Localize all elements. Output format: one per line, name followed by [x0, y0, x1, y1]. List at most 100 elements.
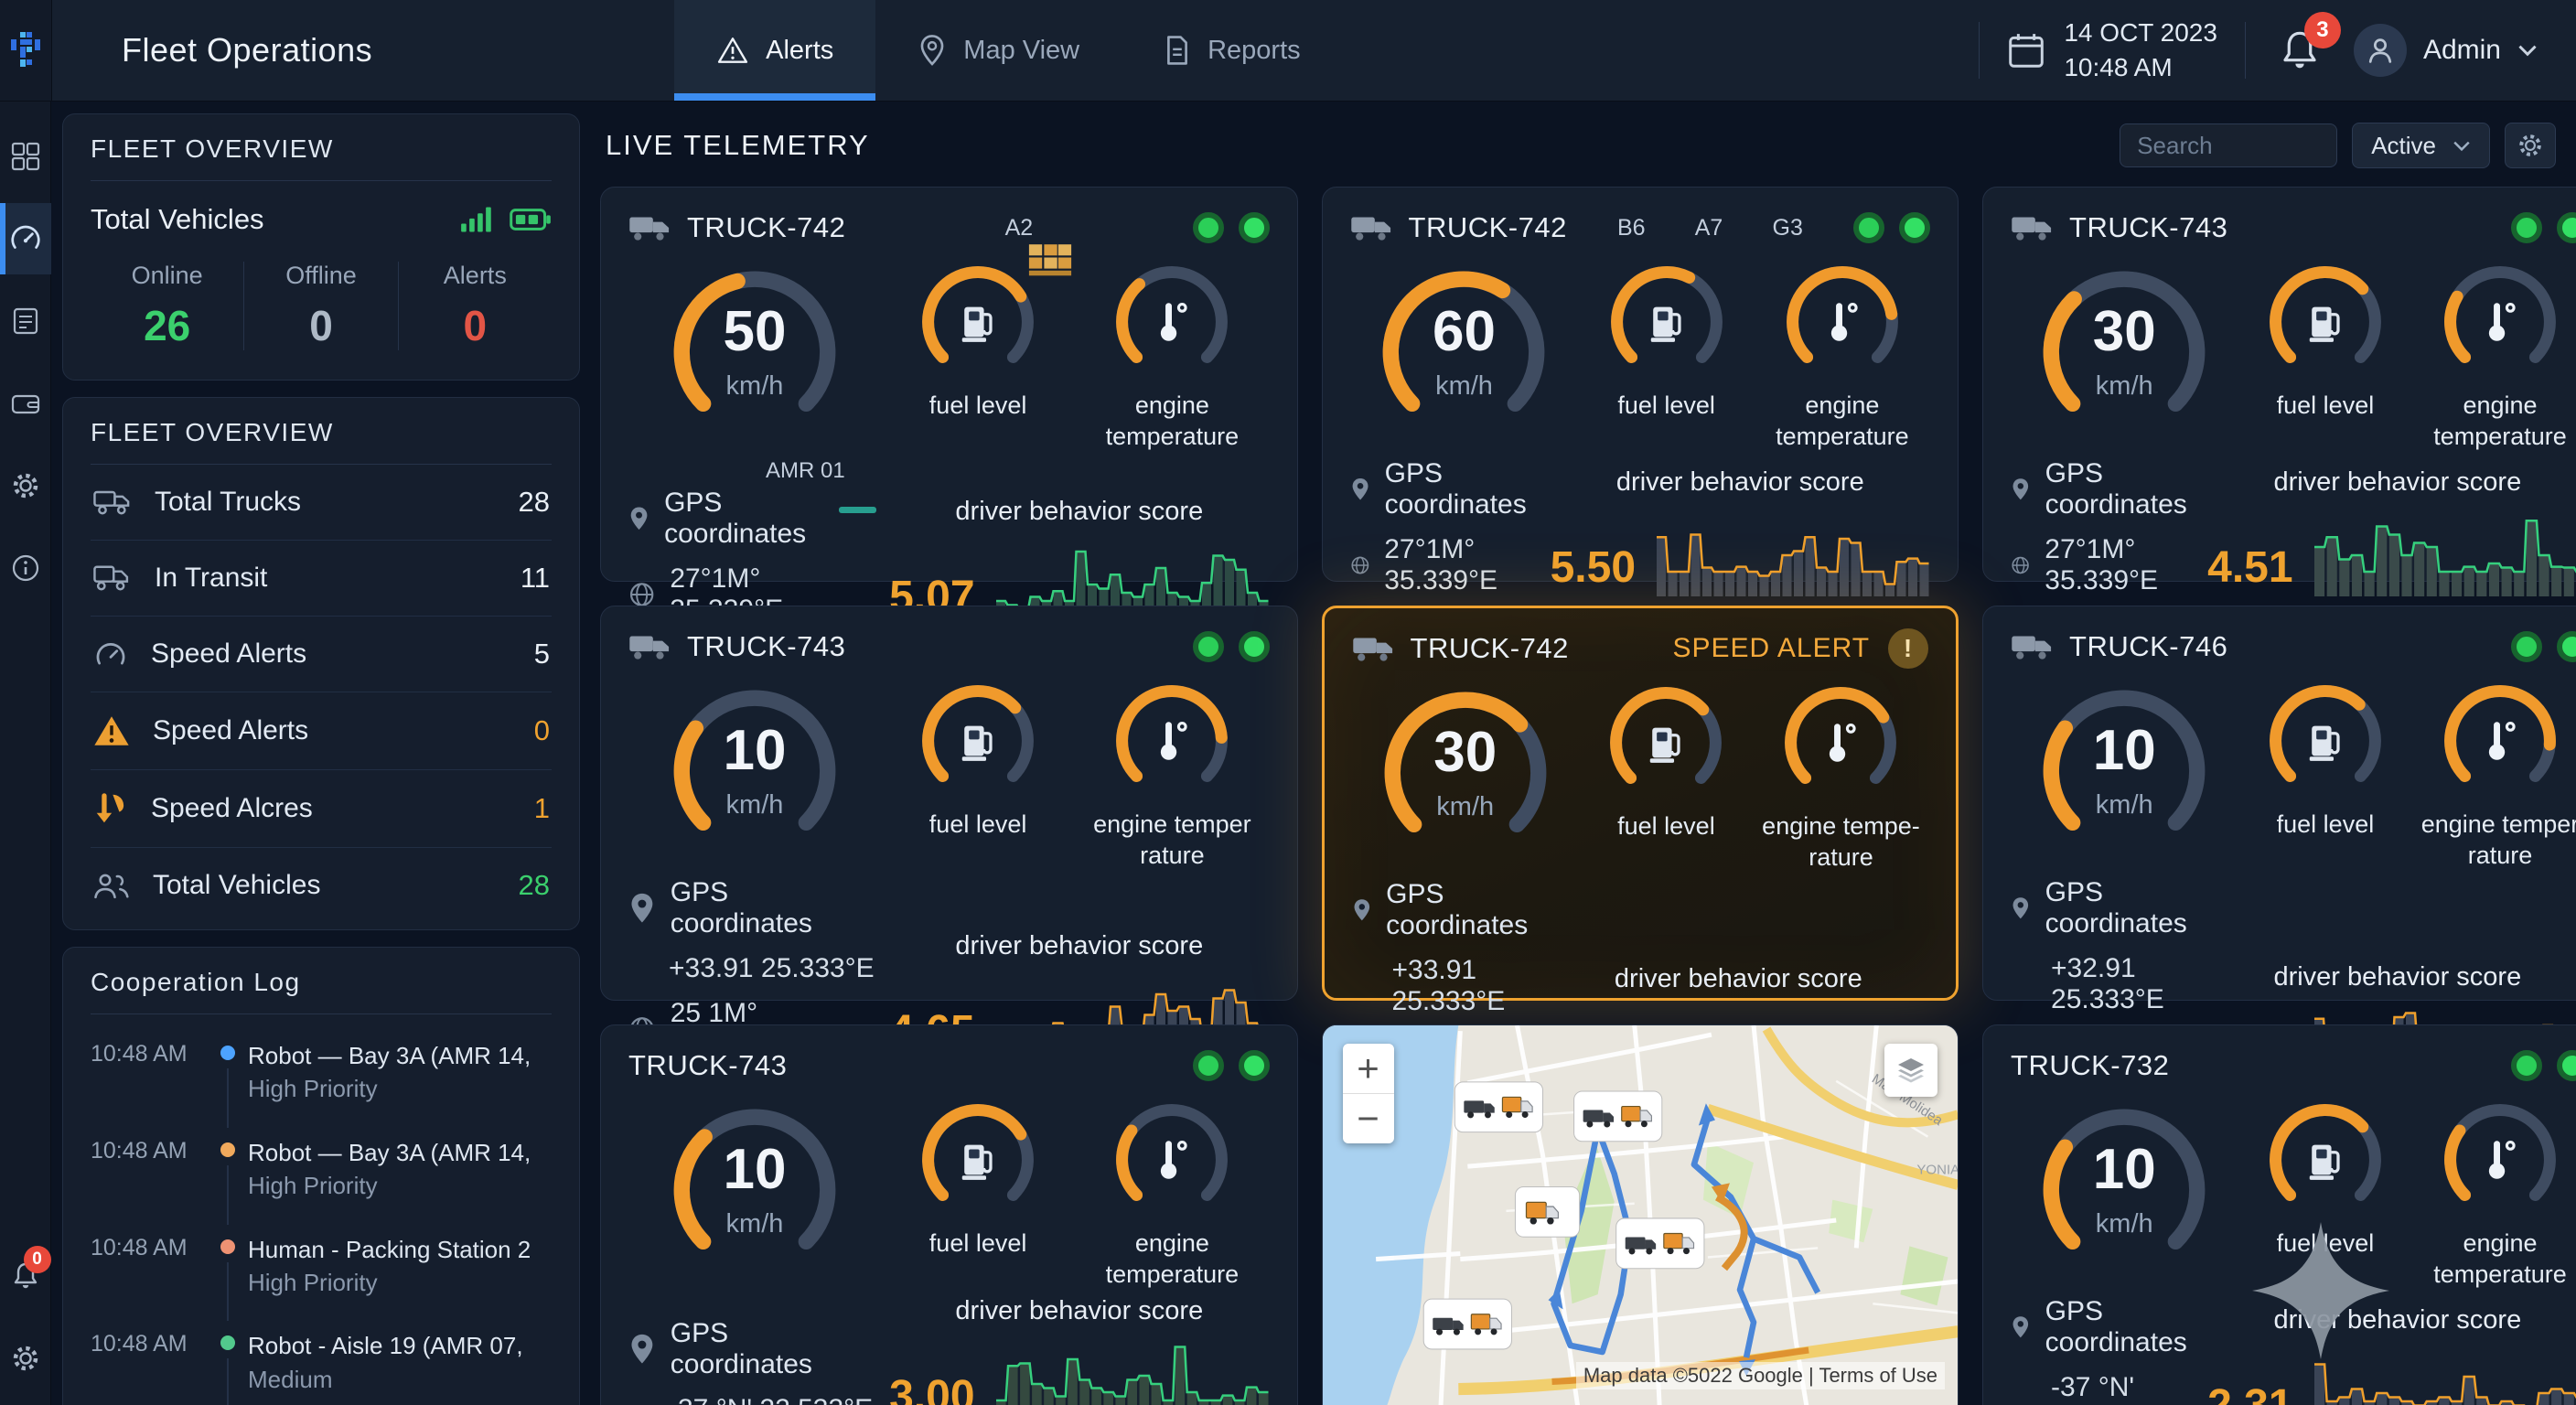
- truck-telemetry-card[interactable]: TRUCK-742 A2 !: [600, 187, 1298, 626]
- icon-rail: 0: [0, 101, 51, 1405]
- user-menu[interactable]: Admin: [2353, 24, 2538, 77]
- speed-gauge: 10 km/h: [2011, 1095, 2238, 1285]
- status-dots: [1192, 631, 1270, 662]
- notification-badge: 3: [2303, 12, 2341, 48]
- log-text: Robot — Bay 3A (AMR 14,: [248, 1042, 531, 1069]
- engine-temp-gauge: engine temper rature: [1075, 676, 1269, 872]
- tab-reports[interactable]: Reports: [1122, 0, 1343, 101]
- truck-telemetry-card[interactable]: TRUCK-743 !: [600, 606, 1298, 1060]
- speed-gauge: 10 km/h: [628, 1095, 881, 1285]
- rail-item-settings[interactable]: [0, 450, 51, 521]
- engine-temp-gauge: engine temperature: [1075, 1095, 1269, 1291]
- people-icon: [94, 874, 129, 899]
- gps-label: GPS coordinates: [1384, 457, 1527, 520]
- fuel-pump-icon: [2309, 1144, 2340, 1180]
- map-layers-button[interactable]: [1884, 1044, 1938, 1097]
- location-pin-icon: [630, 506, 648, 530]
- score-label: driver behavior score: [955, 1295, 1204, 1325]
- date-display: 14 OCT 2023 10:48 AM: [2007, 16, 2217, 85]
- truck-telemetry-card[interactable]: TRUCK-746 !: [1982, 606, 2576, 1091]
- log-time: 10:48 AM: [91, 1331, 188, 1357]
- search-input[interactable]: [2120, 123, 2338, 167]
- truck-icon: [629, 636, 670, 660]
- rail-item-alerts-bell[interactable]: 0: [0, 1240, 51, 1312]
- speed-alert-badge: SPEED ALERT !: [1672, 628, 1929, 669]
- location-pin-icon: [2012, 1315, 2029, 1337]
- app-logo[interactable]: [0, 0, 52, 101]
- fuel-gauge: fuel level: [2238, 257, 2412, 422]
- status-dot: [2510, 212, 2542, 243]
- truck-id: TRUCK-732: [2011, 1049, 2170, 1081]
- map-zoom-control: + −: [1342, 1044, 1394, 1143]
- rail-item-preferences[interactable]: [0, 1323, 51, 1394]
- list-item-speed-alcres[interactable]: Speed Alcres 1: [91, 770, 552, 848]
- offline-count: 0: [309, 302, 333, 349]
- gps-coordinate-line: 27°1M° 35.339°E: [1350, 534, 1538, 596]
- log-list: 10:48 AM Robot — Bay 3A (AMR 14, High Pr…: [91, 1024, 552, 1405]
- truck-telemetry-card[interactable]: TRUCK-743 !: [1982, 187, 2576, 596]
- truck-icon: [2012, 636, 2052, 660]
- speed-unit: km/h: [1435, 370, 1493, 401]
- rail-item-wallet[interactable]: [0, 368, 51, 439]
- list-item-in-transit[interactable]: In Transit 11: [91, 541, 552, 617]
- log-status-dot: [220, 1335, 235, 1351]
- list-item-total-vehicles[interactable]: Total Vehicles 28: [91, 848, 552, 909]
- fuel-label: fuel level: [2276, 391, 2375, 419]
- fleet-overview-list-panel: FLEET OVERVIEW Total Trucks 28: [62, 397, 580, 930]
- panel-title: FLEET OVERVIEW: [91, 418, 552, 465]
- chevron-down-icon: [2518, 45, 2537, 57]
- fuel-pump-icon: [961, 725, 993, 761]
- main-tabs: Alerts Map View Reports: [674, 0, 1343, 101]
- zone-label: G3: [1772, 214, 1803, 241]
- truck-telemetry-card[interactable]: TRUCK-732 !: [1982, 1024, 2576, 1405]
- status-dots: [2510, 212, 2576, 243]
- zoom-in-button[interactable]: +: [1342, 1044, 1394, 1094]
- engine-temp-label: engine temperature: [1105, 391, 1240, 450]
- wallet-icon: [11, 394, 39, 414]
- topbar-right: 14 OCT 2023 10:48 AM 3 A: [1979, 12, 2576, 85]
- map-card[interactable]: Mais Molidea YONIA: [1321, 1024, 1959, 1405]
- list-item-total-trucks[interactable]: Total Trucks 28: [91, 465, 552, 541]
- fuel-gauge: fuel level: [2238, 1095, 2412, 1260]
- tab-label: Reports: [1208, 35, 1301, 65]
- truck-telemetry-card[interactable]: TRUCK-742 SPEED ALERT !: [1321, 606, 1959, 1093]
- truck-telemetry-card[interactable]: TRUCK-742 B6 A7 G3 !: [1321, 187, 1959, 596]
- status-filter-dropdown[interactable]: Active: [2352, 123, 2490, 168]
- rail-item-info[interactable]: [0, 532, 51, 604]
- engine-temp-label: engine temper rature: [1093, 810, 1251, 869]
- speed-gauge: 60 km/h: [1350, 257, 1579, 447]
- fuel-gauge: fuel level: [881, 1095, 1075, 1260]
- warning-triangle-icon: [718, 38, 748, 63]
- signal-bars-icon: [461, 207, 491, 232]
- notifications-button[interactable]: 3: [2273, 12, 2341, 78]
- log-text: Human - Packing Station 2: [248, 1235, 531, 1263]
- rail-item-reports[interactable]: [0, 285, 51, 357]
- zoom-out-button[interactable]: −: [1357, 1097, 1379, 1140]
- speed-value: 50: [723, 299, 787, 363]
- gps-label: GPS coordinates: [670, 876, 812, 938]
- tab-map-view[interactable]: Map View: [875, 0, 1122, 101]
- fuel-gauge: fuel level: [881, 244, 1075, 422]
- score-sparkline: [2313, 1362, 2576, 1405]
- tab-alerts[interactable]: Alerts: [674, 0, 876, 101]
- list-item-speed-alerts-warning[interactable]: Speed Alerts 0: [91, 692, 552, 770]
- gps-coordinate-line: +32.91 25.333°E: [2051, 952, 2164, 1014]
- log-time: 10:48 AM: [91, 1041, 188, 1067]
- speed-value: 10: [2092, 718, 2156, 782]
- truck-telemetry-card[interactable]: TRUCK-743 !: [600, 1024, 1298, 1405]
- speed-unit: km/h: [725, 370, 784, 401]
- rail-item-dashboard[interactable]: [0, 121, 51, 192]
- logo-icon: [11, 32, 40, 67]
- chevron-down-icon: [2453, 141, 2470, 151]
- rail-item-telemetry[interactable]: [0, 203, 51, 274]
- list-value: 11: [520, 562, 550, 594]
- fuel-label: fuel level: [928, 810, 1027, 838]
- list-item-speed-alerts[interactable]: Speed Alerts 5: [91, 617, 552, 692]
- fuel-gauge: fuel level: [881, 676, 1075, 841]
- truck-id: TRUCK-742: [687, 211, 846, 243]
- driver-behavior-score: driver behavior score 2.31: [2207, 1305, 2576, 1405]
- telemetry-settings-button[interactable]: [2505, 123, 2556, 168]
- status-dot: [1238, 212, 1270, 243]
- document-icon: [1167, 36, 1188, 65]
